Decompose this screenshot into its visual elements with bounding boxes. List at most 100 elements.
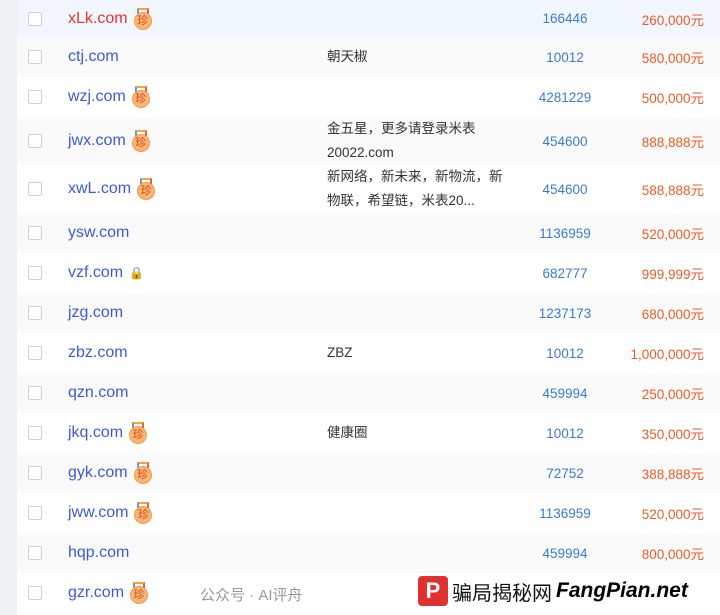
number-link[interactable]: 454600	[542, 181, 588, 197]
row-checkbox[interactable]	[28, 386, 42, 400]
price: 350,000元	[641, 427, 704, 442]
price: 588,888元	[641, 183, 704, 198]
price: 500,000元	[641, 91, 704, 106]
medal-icon: 珍	[129, 422, 148, 444]
domain-table: xLk.com 珍 166446 260,000元 ctj.com 朝天椒 1001…	[17, 0, 720, 613]
domain-cell: jww.com 珍	[68, 502, 153, 524]
row-checkbox[interactable]	[28, 346, 42, 360]
domain-link[interactable]: zbz.com	[68, 344, 128, 361]
medal-icon: 珍	[133, 7, 152, 30]
number-link[interactable]: 454600	[542, 133, 588, 149]
domain-link[interactable]: jzg.com	[68, 304, 124, 321]
table-row: ctj.com 朝天椒 10012 580,000元	[17, 37, 720, 77]
row-checkbox[interactable]	[28, 306, 42, 320]
number-link[interactable]: 10012	[546, 345, 584, 361]
price: 888,888元	[641, 135, 704, 150]
domain-link[interactable]: ctj.com	[68, 48, 119, 65]
number-link[interactable]: 1237173	[538, 305, 592, 321]
price: 260,000元	[641, 12, 704, 28]
domain-link[interactable]: jww.com	[68, 504, 129, 521]
row-checkbox[interactable]	[28, 546, 42, 560]
price: 1,000,000元	[630, 347, 704, 362]
table-row: ysw.com 1136959 520,000元	[17, 213, 720, 253]
table-row: jzg.com 1237173 680,000元	[17, 293, 720, 333]
description: ZBZ	[327, 345, 353, 360]
domain-cell: ctj.com	[68, 48, 119, 66]
table-row: jwx.com 珍 金五星，更多请登录米表20022.com 454600 888,…	[17, 117, 720, 165]
number-link[interactable]: 459994	[542, 545, 588, 561]
row-checkbox[interactable]	[28, 506, 42, 520]
row-checkbox[interactable]	[28, 182, 42, 196]
number-link[interactable]: 4281229	[538, 89, 592, 105]
price: 520,000元	[641, 227, 704, 242]
domain-link[interactable]: hqp.com	[68, 544, 130, 561]
table-row: vzf.com 🔒 682777 999,999元	[17, 253, 720, 293]
medal-icon: 珍	[137, 178, 156, 200]
number-link[interactable]: 72752	[546, 465, 584, 481]
table-row: qzn.com 459994 250,000元	[17, 373, 720, 413]
domain-cell: gyk.com 珍	[68, 462, 152, 484]
table-row: wzj.com 珍 4281229 500,000元	[17, 77, 720, 117]
number-link[interactable]: 10012	[546, 49, 584, 65]
row-checkbox[interactable]	[28, 586, 42, 600]
medal-icon: 珍	[134, 502, 153, 524]
brand-cn: 骗局揭秘网	[452, 580, 552, 605]
row-checkbox[interactable]	[28, 226, 42, 240]
table-row: hqp.com 459994 800,000元	[17, 533, 720, 573]
table-row: gzr.com 珍	[17, 573, 720, 613]
left-gutter	[0, 0, 17, 615]
number-link[interactable]: 10012	[546, 425, 584, 441]
domain-cell: wzj.com 珍	[68, 86, 150, 108]
medal-icon: 珍	[131, 130, 150, 152]
number-link[interactable]: 1136959	[539, 225, 591, 241]
table-row: xLk.com 珍 166446 260,000元	[17, 0, 720, 37]
medal-icon: 珍	[133, 462, 152, 484]
brand-en: FangPian.net	[556, 579, 688, 602]
domain-link[interactable]: wzj.com	[68, 88, 126, 105]
domain-link[interactable]: gyk.com	[68, 464, 128, 481]
domain-cell: jkq.com 珍	[68, 422, 148, 444]
domain-link[interactable]: qzn.com	[68, 384, 129, 401]
row-checkbox[interactable]	[28, 50, 42, 64]
price: 999,999元	[641, 267, 704, 282]
number-link[interactable]: 682777	[542, 265, 588, 281]
domain-cell: xLk.com 珍	[68, 7, 152, 30]
price: 580,000元	[641, 51, 704, 66]
domain-cell: ysw.com	[68, 224, 129, 242]
domain-cell: zbz.com	[68, 344, 128, 362]
description: 朝天椒	[327, 49, 368, 64]
domain-cell: xwL.com 珍	[68, 178, 156, 200]
domain-cell: jwx.com 珍	[68, 130, 150, 152]
domain-link[interactable]: gzr.com	[68, 584, 125, 601]
row-checkbox[interactable]	[28, 426, 42, 440]
price: 388,888元	[641, 467, 704, 482]
number-link[interactable]: 459994	[542, 385, 588, 401]
description: 金五星，更多请登录米表20022.com	[327, 121, 476, 160]
domain-cell: vzf.com 🔒	[68, 264, 144, 282]
brand-watermark: P 骗局揭秘网 FangPian.net	[416, 573, 720, 609]
row-checkbox[interactable]	[28, 466, 42, 480]
domain-link[interactable]: vzf.com	[68, 264, 124, 281]
row-checkbox[interactable]	[28, 90, 42, 104]
domain-link[interactable]: ysw.com	[68, 224, 130, 241]
domain-cell: qzn.com	[68, 384, 128, 402]
table-row: gyk.com 珍 72752 388,888元	[17, 453, 720, 493]
price: 520,000元	[641, 507, 704, 522]
number-link[interactable]: 1136959	[539, 505, 591, 521]
medal-icon: 珍	[131, 86, 150, 108]
price: 680,000元	[641, 307, 704, 322]
watermark-text: 公众号 · AI评舟	[200, 587, 303, 604]
medal-icon: 珍	[130, 582, 149, 604]
row-checkbox[interactable]	[28, 11, 42, 26]
domain-link[interactable]: xwL.com	[68, 180, 132, 197]
row-checkbox[interactable]	[28, 266, 42, 280]
domain-link[interactable]: jwx.com	[68, 132, 126, 149]
number-link[interactable]: 166446	[542, 11, 588, 26]
table-row: zbz.com ZBZ 10012 1,000,000元	[17, 333, 720, 373]
table-row: jww.com 珍 1136959 520,000元	[17, 493, 720, 533]
price: 800,000元	[641, 547, 704, 562]
domain-cell: jzg.com	[68, 304, 123, 322]
domain-link[interactable]: xLk.com	[68, 9, 128, 27]
row-checkbox[interactable]	[28, 134, 42, 148]
domain-link[interactable]: jkq.com	[68, 424, 124, 441]
